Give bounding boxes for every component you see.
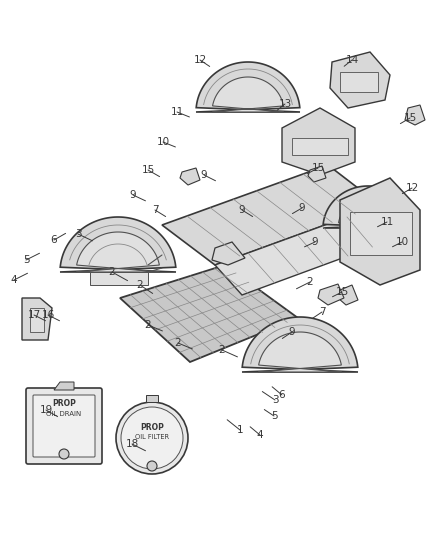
Circle shape xyxy=(147,461,157,471)
Text: 2: 2 xyxy=(307,277,313,287)
Polygon shape xyxy=(212,242,245,265)
Text: 16: 16 xyxy=(41,310,55,320)
Polygon shape xyxy=(215,205,405,295)
Text: OIL FILTER: OIL FILTER xyxy=(135,434,169,440)
Text: 10: 10 xyxy=(396,237,409,247)
Text: 10: 10 xyxy=(156,137,170,147)
Polygon shape xyxy=(30,308,44,332)
Text: 19: 19 xyxy=(39,405,53,415)
Text: 15: 15 xyxy=(403,113,417,123)
Polygon shape xyxy=(292,138,348,155)
Text: 4: 4 xyxy=(11,275,18,285)
Text: 2: 2 xyxy=(175,338,181,348)
Text: PROP: PROP xyxy=(140,424,164,432)
Polygon shape xyxy=(282,108,355,175)
Text: 17: 17 xyxy=(27,310,41,320)
Text: 11: 11 xyxy=(170,107,184,117)
Circle shape xyxy=(121,407,183,469)
Polygon shape xyxy=(60,217,176,272)
Text: 6: 6 xyxy=(51,235,57,245)
Polygon shape xyxy=(212,77,284,112)
Polygon shape xyxy=(340,72,378,92)
Text: 2: 2 xyxy=(109,267,115,277)
Polygon shape xyxy=(338,285,358,305)
Text: 3: 3 xyxy=(75,229,81,239)
FancyBboxPatch shape xyxy=(26,388,102,464)
Polygon shape xyxy=(180,168,200,185)
Text: 15: 15 xyxy=(336,287,349,297)
Text: 15: 15 xyxy=(141,165,155,175)
Text: 13: 13 xyxy=(279,99,292,109)
Polygon shape xyxy=(196,62,300,112)
Text: PROP: PROP xyxy=(52,400,76,408)
Text: 7: 7 xyxy=(152,205,158,215)
Text: 15: 15 xyxy=(311,163,325,173)
Text: 7: 7 xyxy=(319,307,325,317)
Text: 2: 2 xyxy=(145,320,151,330)
Text: 9: 9 xyxy=(239,205,245,215)
FancyBboxPatch shape xyxy=(33,395,95,457)
Polygon shape xyxy=(318,284,344,305)
Text: 2: 2 xyxy=(137,280,143,290)
Text: OIL DRAIN: OIL DRAIN xyxy=(46,411,81,417)
Text: 3: 3 xyxy=(272,395,278,405)
Polygon shape xyxy=(258,332,342,372)
Polygon shape xyxy=(405,105,425,125)
Text: 14: 14 xyxy=(346,55,359,65)
Text: 5: 5 xyxy=(271,411,277,421)
Text: 6: 6 xyxy=(279,390,285,400)
Polygon shape xyxy=(120,265,298,362)
Text: 5: 5 xyxy=(23,255,29,265)
Text: 9: 9 xyxy=(289,327,295,337)
Polygon shape xyxy=(54,382,74,390)
Polygon shape xyxy=(323,186,413,228)
Polygon shape xyxy=(340,178,420,285)
Polygon shape xyxy=(76,232,160,272)
Text: 12: 12 xyxy=(406,183,419,193)
Polygon shape xyxy=(242,317,358,372)
Circle shape xyxy=(59,449,69,459)
Text: 2: 2 xyxy=(219,345,225,355)
Text: 18: 18 xyxy=(125,439,138,449)
Polygon shape xyxy=(338,198,398,228)
Circle shape xyxy=(116,402,188,474)
Polygon shape xyxy=(90,272,148,285)
Text: 9: 9 xyxy=(312,237,318,247)
Text: 1: 1 xyxy=(237,425,244,435)
Polygon shape xyxy=(22,298,52,340)
Text: 9: 9 xyxy=(201,170,207,180)
Text: 12: 12 xyxy=(193,55,207,65)
Polygon shape xyxy=(308,166,326,182)
Polygon shape xyxy=(350,212,412,255)
Polygon shape xyxy=(146,395,158,402)
Text: 4: 4 xyxy=(257,430,263,440)
Text: 11: 11 xyxy=(380,217,394,227)
Polygon shape xyxy=(162,165,380,265)
Text: 9: 9 xyxy=(299,203,305,213)
Text: 9: 9 xyxy=(130,190,136,200)
Polygon shape xyxy=(330,52,390,108)
